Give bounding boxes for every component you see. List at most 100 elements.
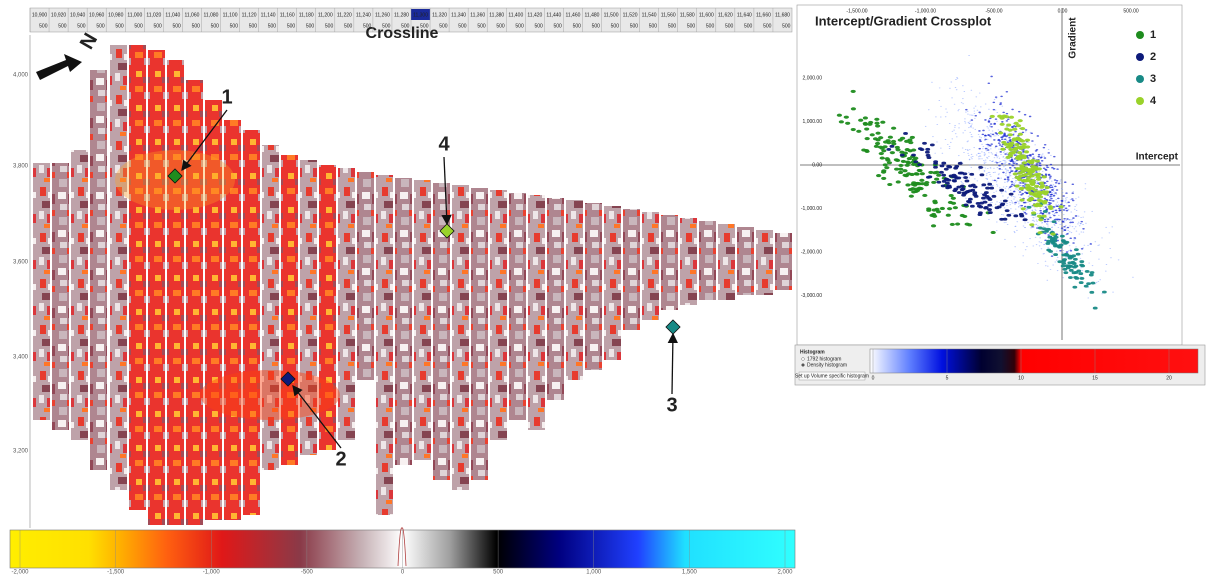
scatter-point bbox=[931, 180, 937, 184]
ruler-sublabel: 500 bbox=[77, 23, 86, 29]
scatter-point bbox=[1073, 237, 1077, 239]
scatter-point bbox=[1064, 197, 1067, 199]
scatter-point bbox=[1014, 143, 1020, 147]
scatter-point bbox=[989, 167, 992, 169]
scatter-point bbox=[1014, 225, 1017, 227]
scatter-point bbox=[879, 146, 885, 150]
ruler-sublabel: 500 bbox=[515, 23, 524, 29]
scatter-point bbox=[1033, 194, 1039, 198]
scatter-point bbox=[1002, 135, 1005, 137]
scatter-point bbox=[1025, 209, 1028, 211]
scatter-point bbox=[1013, 121, 1019, 125]
scatter-point bbox=[897, 170, 904, 175]
scatter-point bbox=[1057, 234, 1060, 236]
scatter-point bbox=[945, 181, 950, 185]
scatter-point bbox=[1049, 216, 1052, 219]
scatter-point bbox=[1064, 201, 1067, 203]
scatter-point bbox=[998, 157, 1001, 159]
scatter-point bbox=[1065, 266, 1071, 270]
scatter-point bbox=[987, 127, 990, 129]
scatter-point bbox=[963, 90, 966, 92]
scatter-point bbox=[1049, 163, 1053, 166]
scatter-point bbox=[850, 89, 856, 93]
scatter-point bbox=[1012, 127, 1018, 131]
scatter-point bbox=[1052, 206, 1056, 208]
scatter-point bbox=[976, 180, 979, 182]
ruler-label: 11,240 bbox=[356, 12, 371, 18]
scatter-point bbox=[986, 138, 989, 140]
scatter-point bbox=[1004, 181, 1006, 183]
scatter-point bbox=[1055, 259, 1058, 261]
scatter-point bbox=[1021, 192, 1025, 195]
scatter-point bbox=[1019, 206, 1022, 208]
scatter-point bbox=[876, 174, 882, 178]
seismic-strip bbox=[585, 203, 602, 370]
scatter-point bbox=[982, 146, 985, 148]
scatter-point bbox=[996, 183, 998, 185]
scatter-point bbox=[1007, 170, 1010, 172]
scatter-point bbox=[987, 121, 991, 123]
scatter-point bbox=[1000, 202, 1006, 206]
scatter-point bbox=[998, 148, 1000, 150]
ruler-label: 11,620 bbox=[718, 12, 733, 18]
scatter-point bbox=[969, 164, 971, 166]
scatter-point bbox=[964, 179, 970, 183]
scatter-point bbox=[938, 100, 941, 102]
scatter-point bbox=[1014, 196, 1016, 198]
scatter-point bbox=[987, 203, 993, 207]
scatter-point bbox=[916, 186, 923, 190]
scatter-point bbox=[1044, 173, 1048, 176]
scatter-point bbox=[936, 173, 942, 177]
scatter-point bbox=[910, 187, 916, 191]
scatter-point bbox=[1060, 233, 1063, 235]
scatter-point bbox=[925, 147, 931, 151]
scatter-point bbox=[955, 79, 957, 81]
scatter-point bbox=[1109, 247, 1112, 249]
histogram-option: Density histogram bbox=[807, 362, 847, 368]
well-marker bbox=[167, 168, 183, 184]
scatter-point bbox=[862, 116, 868, 120]
scatter-point bbox=[990, 137, 992, 139]
ruler-sublabel: 500 bbox=[534, 23, 543, 29]
scatter-point bbox=[1003, 166, 1005, 168]
scatter-point bbox=[1032, 217, 1034, 219]
scatter-point bbox=[1037, 231, 1043, 235]
scatter-point bbox=[1067, 261, 1073, 265]
setup-button[interactable] bbox=[798, 371, 866, 381]
scatter-point bbox=[1071, 199, 1075, 202]
scatter-point bbox=[1035, 182, 1038, 184]
scatter-point bbox=[1061, 220, 1065, 223]
scatter-point bbox=[1054, 181, 1058, 184]
scatter-point bbox=[1085, 222, 1087, 224]
scatter-point bbox=[1044, 185, 1050, 190]
scatter-point bbox=[1036, 135, 1040, 137]
scatter-point bbox=[989, 202, 992, 204]
scatter-point bbox=[1019, 185, 1022, 187]
scatter-point bbox=[924, 180, 930, 185]
scatter-point bbox=[879, 156, 885, 160]
scatter-point bbox=[1084, 188, 1087, 190]
scatter-point bbox=[1044, 239, 1047, 242]
radio bbox=[801, 363, 805, 367]
scatter-point bbox=[1006, 123, 1012, 127]
scatter-point bbox=[981, 186, 983, 188]
ruler-sublabel: 500 bbox=[458, 23, 467, 29]
seismic-strip bbox=[680, 218, 697, 305]
scatter-point bbox=[1022, 242, 1025, 244]
scatter-point bbox=[1014, 188, 1017, 190]
scatter-point bbox=[1069, 221, 1072, 224]
scatter-point bbox=[983, 162, 986, 164]
seismic-strip bbox=[338, 168, 355, 440]
scatter-point bbox=[948, 148, 951, 150]
scatter-point bbox=[1030, 165, 1036, 169]
ruler-label: 11,580 bbox=[680, 12, 695, 18]
scatter-point bbox=[989, 160, 991, 162]
scatter-point bbox=[1016, 229, 1018, 231]
ruler-label: 10,920 bbox=[51, 12, 67, 18]
scatter-point bbox=[953, 166, 959, 170]
scatter-point bbox=[1080, 267, 1082, 269]
scatter-point bbox=[951, 130, 954, 132]
scatter-point bbox=[995, 135, 997, 137]
scatter-point bbox=[1063, 219, 1066, 221]
scatter-point bbox=[1008, 175, 1011, 177]
